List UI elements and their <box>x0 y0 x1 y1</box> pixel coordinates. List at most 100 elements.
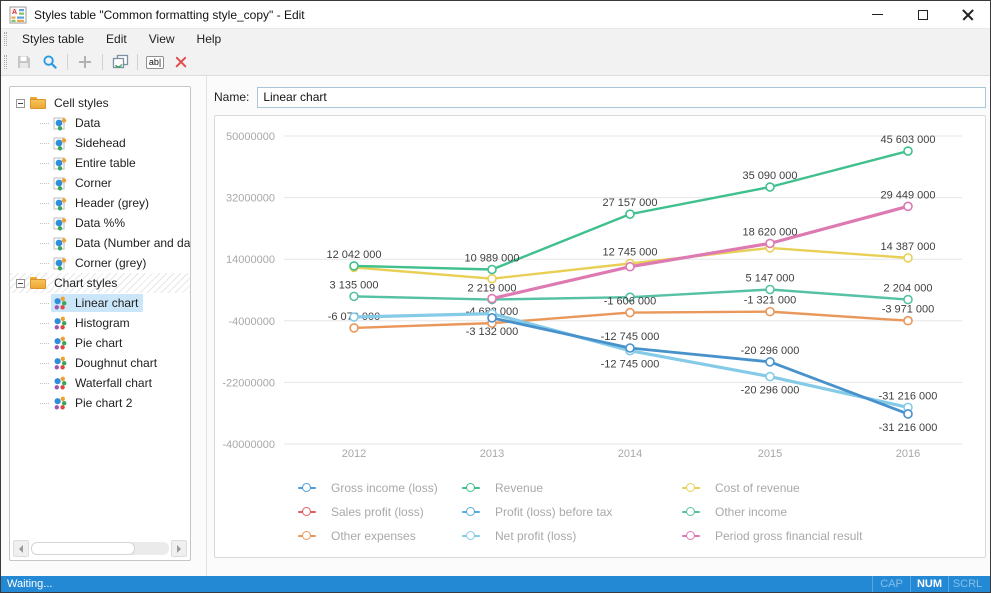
data-point-cost-of-revenue <box>487 273 497 284</box>
tree-group-cell-styles[interactable]: Cell styles <box>10 93 190 113</box>
data-point-other-income <box>765 284 775 295</box>
tree-item-body: Waterfall chart <box>51 374 157 392</box>
data-point-period-gross-financial-result <box>765 238 775 249</box>
scroll-left-button[interactable] <box>13 540 29 557</box>
tree-item-pie-chart[interactable]: Pie chart <box>10 333 190 353</box>
cell-style-icon <box>53 196 68 211</box>
data-label: -1 321 000 <box>744 295 797 307</box>
tree-item-header-grey[interactable]: Header (grey) <box>10 193 190 213</box>
data-label: 45 603 000 <box>880 134 935 146</box>
cell-style-icon <box>53 236 68 251</box>
tree-item-label: Data (Number and dash <box>75 236 190 250</box>
legend-label: Gross income (loss) <box>331 481 438 495</box>
tree-item-label: Waterfall chart <box>75 376 152 390</box>
menu-help[interactable]: Help <box>196 32 222 46</box>
legend-item-net-profit-loss: Net profit (loss) <box>462 524 682 548</box>
data-label: -3 971 000 <box>882 304 935 316</box>
legend-label: Period gross financial result <box>715 529 863 543</box>
chart-style-icon <box>53 296 68 311</box>
data-point-other-expenses <box>903 315 913 326</box>
chart-style-icon <box>53 396 68 411</box>
tree-group-chart-styles[interactable]: Chart styles <box>10 273 190 293</box>
data-point-period-gross-financial-result <box>625 261 635 272</box>
tree-item-waterfall-chart[interactable]: Waterfall chart <box>10 373 190 393</box>
cell-style-icon <box>53 216 68 231</box>
minimize-icon <box>872 14 883 15</box>
search-button[interactable] <box>37 50 63 74</box>
tree-connector <box>40 242 49 244</box>
tree-item-body: Doughnut chart <box>51 354 162 372</box>
close-icon <box>962 9 974 21</box>
tree-item-data[interactable]: Data <box>10 113 190 133</box>
data-label: 27 157 000 <box>602 197 657 209</box>
tree-item-pie-chart-2[interactable]: Pie chart 2 <box>10 393 190 413</box>
scroll-right-button[interactable] <box>171 540 187 557</box>
folder-icon <box>30 277 46 289</box>
menu-styles-table[interactable]: Styles table <box>22 32 85 46</box>
rename-icon: ab| <box>145 55 165 69</box>
toolbar-separator <box>102 54 103 70</box>
window-title: Styles table "Common formatting style_co… <box>34 7 305 22</box>
delete-button[interactable] <box>168 50 194 74</box>
add-button[interactable] <box>72 50 98 74</box>
tree-item-label: Data %% <box>75 216 126 230</box>
style-name-input[interactable] <box>257 86 986 108</box>
data-point-revenue <box>625 209 635 219</box>
window-controls <box>855 1 990 28</box>
tree-connector <box>40 202 49 204</box>
tree-item-corner-grey[interactable]: Corner (grey) <box>10 253 190 273</box>
chart-preview-panel: 50000000 32000000 14000000 -4000000 -2200000… <box>214 115 986 558</box>
duplicate-button[interactable] <box>107 50 133 74</box>
save-button[interactable] <box>11 50 37 74</box>
tree-item-entire-table[interactable]: Entire table <box>10 153 190 173</box>
data-label: 2 219 000 <box>468 283 517 295</box>
menu-edit[interactable]: Edit <box>106 32 127 46</box>
rename-button[interactable]: ab| <box>142 50 168 74</box>
tree-hscrollbar[interactable] <box>13 540 187 557</box>
group-label: Cell styles <box>54 96 109 110</box>
tree-item-histogram[interactable]: Histogram <box>10 313 190 333</box>
data-point-revenue <box>349 261 359 271</box>
tree-item-doughnut-chart[interactable]: Doughnut chart <box>10 353 190 373</box>
tree-item-label: Header (grey) <box>75 196 150 210</box>
tree-item-body: Corner (grey) <box>51 254 151 272</box>
minimize-button[interactable] <box>855 1 900 28</box>
scrollbar-thumb[interactable] <box>31 542 135 555</box>
chart-style-icon <box>53 376 68 391</box>
tree-item-linear-chart[interactable]: Linear chart <box>10 293 190 313</box>
panel-splitter[interactable] <box>206 76 207 576</box>
data-label: -3 132 000 <box>466 326 519 338</box>
tree-item-corner[interactable]: Corner <box>10 173 190 193</box>
tree-item-body: Sidehead <box>51 134 131 152</box>
toolbar-grip <box>4 55 7 69</box>
y-axis-label: 50000000 <box>226 131 275 143</box>
styles-tree-panel: Cell styles Data Sidehead Entire table Corne… <box>9 86 191 561</box>
legend-marker-icon <box>462 531 480 541</box>
data-point-gross-income-loss <box>625 343 635 353</box>
tree-item-body: Data <box>51 114 105 132</box>
tree-item-sidehead[interactable]: Sidehead <box>10 133 190 153</box>
data-point-net-profit-loss <box>765 371 775 382</box>
legend-marker-icon <box>462 483 480 493</box>
x-axis-label: 2016 <box>896 448 920 460</box>
menu-view[interactable]: View <box>148 32 175 46</box>
data-point-other-expenses <box>765 306 775 317</box>
data-point-cost-of-revenue <box>903 253 913 263</box>
scrollbar-track[interactable] <box>31 542 169 555</box>
tree-item-data[interactable]: Data %% <box>10 213 190 233</box>
indicator-cap: CAP <box>872 576 910 592</box>
tree-item-body: Pie chart <box>51 334 127 352</box>
data-point-other-income <box>625 292 635 302</box>
collapse-icon[interactable] <box>16 98 25 108</box>
close-button[interactable] <box>945 1 990 28</box>
cell-style-icon <box>53 256 68 271</box>
y-axis-label: 14000000 <box>226 254 275 266</box>
name-row: Name: <box>214 86 986 108</box>
legend-marker-icon <box>682 483 700 493</box>
data-point-revenue <box>903 146 913 156</box>
data-label: 14 387 000 <box>880 241 935 253</box>
data-point-period-gross-financial-result <box>903 201 913 212</box>
collapse-icon[interactable] <box>16 278 25 288</box>
tree-item-data-number-and-dash[interactable]: Data (Number and dash <box>10 233 190 253</box>
maximize-button[interactable] <box>900 1 945 28</box>
